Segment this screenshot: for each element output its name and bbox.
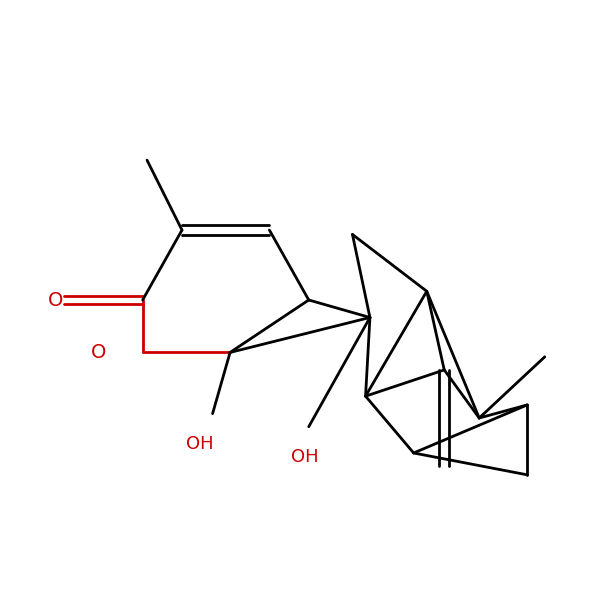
Text: OH: OH	[290, 448, 318, 466]
Text: O: O	[47, 290, 63, 310]
Text: O: O	[91, 343, 107, 362]
Text: OH: OH	[185, 435, 213, 453]
